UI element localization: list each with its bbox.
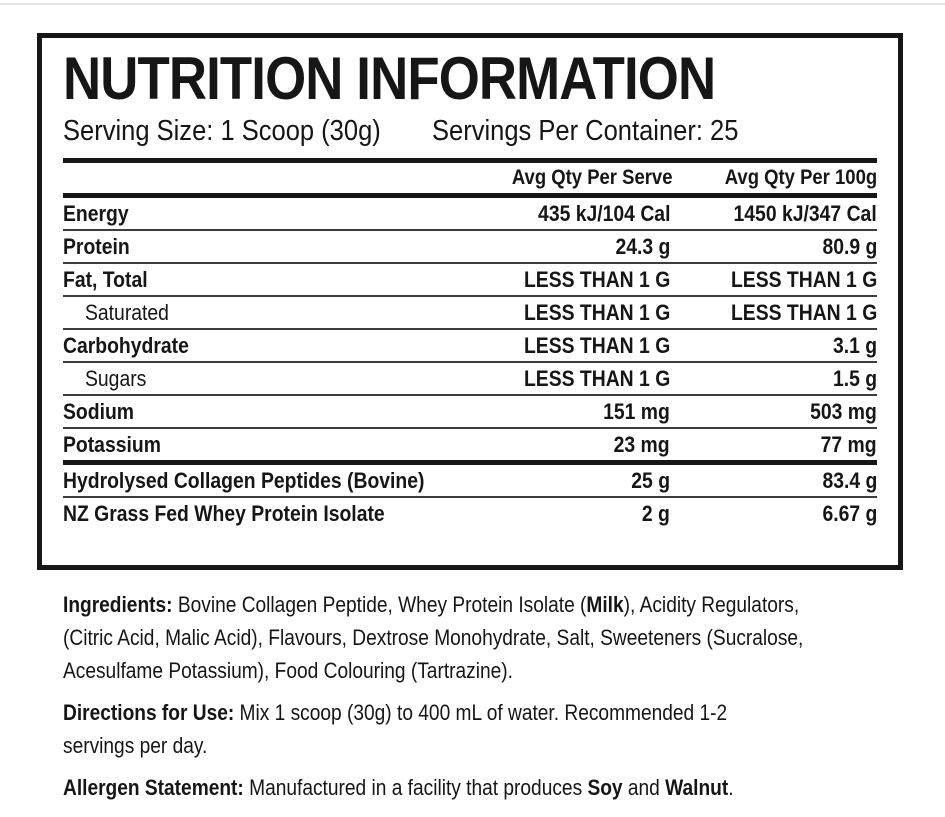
row-label: Sodium (63, 399, 134, 424)
table-row-potassium: Potassium 23 mg 77 mg (63, 427, 877, 460)
photo-edge-line (0, 3, 945, 5)
row-value-per-100g: 6.67 g (822, 501, 877, 526)
row-value-per-100g: 1.5 g (832, 366, 877, 391)
info-sections: Ingredients: Bovine Collagen Peptide, Wh… (63, 588, 893, 813)
table-row-energy: Energy 435 kJ/104 Cal 1450 kJ/347 Cal (63, 198, 877, 229)
ingredients-text: Ingredients: Bovine Collagen Peptide, Wh… (63, 592, 804, 683)
row-value-per-serve: LESS THAN 1 G (523, 300, 670, 325)
row-value-per-serve: 25 g (631, 468, 670, 493)
row-value-per-serve: 435 kJ/104 Cal (537, 201, 670, 226)
row-value-per-serve: 23 mg (614, 432, 670, 457)
row-value-per-100g: 1450 kJ/347 Cal (733, 201, 877, 226)
row-value-per-serve: LESS THAN 1 G (523, 333, 670, 358)
table-row-saturated: Saturated LESS THAN 1 G LESS THAN 1 G (63, 295, 877, 328)
serving-info: Serving Size: 1 Scoop (30g) Servings Per… (63, 115, 877, 148)
table-header-row: Avg Qty Per Serve Avg Qty Per 100g (63, 163, 877, 193)
divider-thick-top (63, 158, 877, 163)
column-header-per-serve: Avg Qty Per Serve (511, 166, 673, 189)
row-value-per-serve: 24.3 g (615, 234, 670, 259)
table-row-sugars: Sugars LESS THAN 1 G 1.5 g (63, 361, 877, 394)
row-value-per-100g: 80.9 g (822, 234, 877, 259)
row-value-per-100g: 83.4 g (822, 468, 877, 493)
table-row-collagen-peptides: Hydrolysed Collagen Peptides (Bovine) 25… (63, 460, 877, 496)
row-label: Sugars (85, 366, 147, 391)
nutrition-panel: NUTRITION INFORMATION Serving Size: 1 Sc… (37, 33, 903, 570)
row-value-per-100g: LESS THAN 1 G (730, 267, 877, 292)
table-row-sodium: Sodium 151 mg 503 mg (63, 394, 877, 427)
row-label: Hydrolysed Collagen Peptides (Bovine) (63, 468, 425, 493)
row-label: Fat, Total (63, 267, 148, 292)
servings-per-container-text: Servings Per Container: 25 (432, 115, 739, 147)
table-row-carbohydrate: Carbohydrate LESS THAN 1 G 3.1 g (63, 328, 877, 361)
row-value-per-serve: LESS THAN 1 G (523, 366, 670, 391)
row-value-per-100g: 3.1 g (832, 333, 877, 358)
row-value-per-serve: 2 g (642, 501, 670, 526)
row-label: NZ Grass Fed Whey Protein Isolate (63, 501, 385, 526)
directions-text: Directions for Use: Mix 1 scoop (30g) to… (63, 700, 728, 758)
nutrition-table: Energy 435 kJ/104 Cal 1450 kJ/347 Cal Pr… (63, 198, 877, 529)
row-value-per-serve: LESS THAN 1 G (523, 267, 670, 292)
allergen-text: Allergen Statement: Manufactured in a fa… (63, 775, 734, 800)
row-value-per-serve: 151 mg (603, 399, 670, 424)
row-value-per-100g: 77 mg (821, 432, 877, 457)
row-label: Carbohydrate (63, 333, 189, 358)
row-value-per-100g: 503 mg (810, 399, 877, 424)
column-header-per-100g: Avg Qty Per 100g (724, 166, 877, 189)
row-label: Potassium (63, 432, 161, 457)
row-label: Protein (63, 234, 130, 259)
divider-thick-header-bottom (63, 193, 877, 198)
serving-size-text: Serving Size: 1 Scoop (30g) (63, 115, 381, 147)
table-row-fat-total: Fat, Total LESS THAN 1 G LESS THAN 1 G (63, 262, 877, 295)
panel-title: NUTRITION INFORMATION (63, 45, 716, 112)
row-label: Saturated (85, 300, 169, 325)
table-row-protein: Protein 24.3 g 80.9 g (63, 229, 877, 262)
row-label: Energy (63, 201, 129, 226)
row-value-per-100g: LESS THAN 1 G (730, 300, 877, 325)
table-row-whey-isolate: NZ Grass Fed Whey Protein Isolate 2 g 6.… (63, 496, 877, 529)
